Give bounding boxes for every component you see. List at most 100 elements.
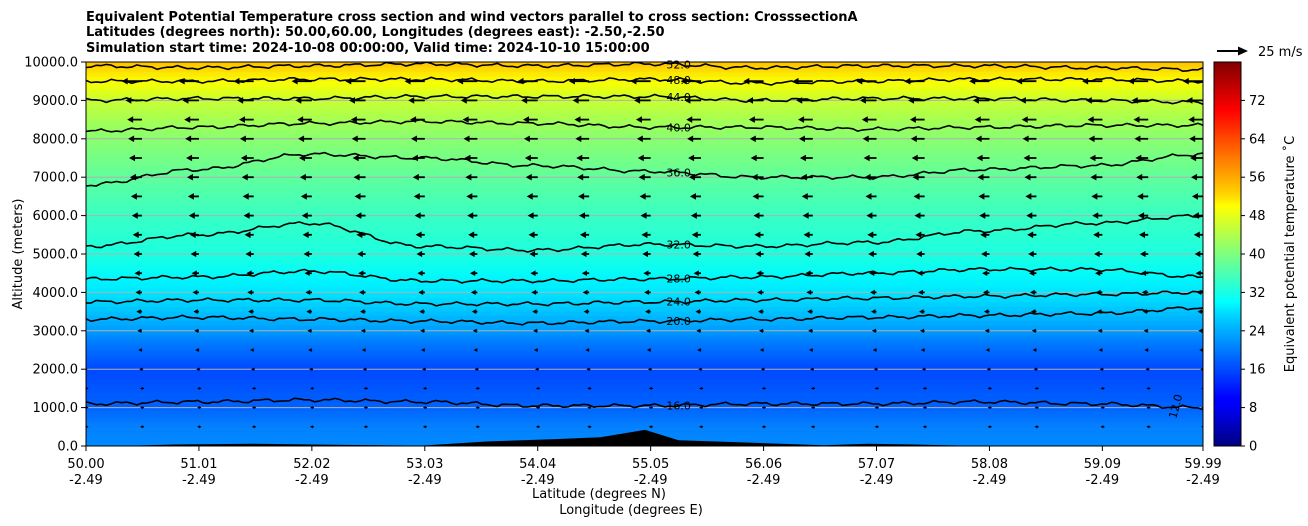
wind-vector-head: [1095, 289, 1101, 296]
contour-label: 40.0: [666, 121, 691, 134]
chart-title-line-2: Latitudes (degrees north): 50.00,60.00, …: [86, 25, 665, 40]
field-band: [86, 311, 1203, 317]
wind-vector-head: [419, 309, 424, 315]
field-band: [86, 268, 1203, 274]
field-band: [86, 90, 1203, 97]
wind-vector-head: [196, 367, 200, 371]
wind-vector-head: [470, 289, 476, 296]
wind-vector-head: [1022, 135, 1029, 143]
y-axis-label: Altitude (meters): [11, 199, 26, 310]
contour-line: [86, 62, 1203, 73]
field-band: [86, 234, 1203, 241]
wind-vector-head: [1029, 270, 1035, 277]
wind-vector-head: [1016, 77, 1023, 85]
wind-vector-head: [1096, 309, 1102, 315]
wind-vector-head: [865, 193, 872, 200]
contour-label: 16.0: [666, 399, 691, 412]
field-band: [86, 330, 1203, 337]
wind-vector-head: [756, 270, 762, 277]
wind-vector-head: [1143, 328, 1148, 333]
colorbar-tick-label: 48: [1249, 209, 1266, 224]
contour-line: [86, 76, 1203, 86]
wind-vector-head: [587, 386, 591, 390]
wind-vector-head: [648, 425, 652, 429]
field-band: [86, 95, 1203, 101]
wind-vector-head: [680, 77, 687, 85]
wind-vector-head: [410, 135, 417, 143]
y-tick-label: 3000.0: [33, 324, 79, 339]
wind-vector-head: [684, 97, 691, 104]
wind-vector-head: [801, 193, 808, 200]
field-band: [86, 158, 1203, 164]
wind-vector-head: [130, 193, 137, 200]
wind-vector-head: [1135, 154, 1142, 162]
x-tick-label-lon: -2.49: [182, 473, 216, 488]
wind-vector-head: [243, 212, 250, 219]
wind-vector-head: [761, 406, 765, 410]
wind-vector-head: [913, 193, 920, 200]
wind-vector-head: [233, 77, 240, 85]
wind-vector-head: [298, 154, 305, 162]
wind-vector-head: [420, 328, 425, 333]
field-bands: [86, 62, 1203, 446]
colorbar-tick-label: 56: [1249, 171, 1266, 186]
wind-vector-head: [867, 231, 874, 239]
wind-vector-head: [864, 173, 871, 181]
wind-vector-head: [759, 348, 764, 352]
wind-vector-head: [195, 348, 199, 352]
y-tick-label: 1000.0: [33, 401, 79, 416]
wind-vectors: [66, 77, 1203, 429]
contour-label: 20.0: [666, 315, 691, 328]
wind-vector-head: [134, 270, 140, 277]
wind-vector-head: [1191, 173, 1198, 181]
field-band: [86, 422, 1203, 428]
wind-vector-head: [464, 154, 471, 162]
field-band: [86, 138, 1203, 145]
wind-vector-head: [462, 116, 469, 123]
wind-vector-head: [356, 231, 363, 239]
wind-vector-head: [80, 309, 84, 314]
wind-vector-head: [363, 406, 367, 410]
field-band: [86, 273, 1203, 279]
x-axis-label-latitude: Latitude (degrees N): [532, 487, 666, 502]
wind-vector-head: [66, 78, 72, 85]
x-axis: 50.00-2.4951.01-2.4952.02-2.4953.03-2.49…: [67, 446, 1222, 488]
wind-vector-head: [872, 348, 877, 352]
wind-vector-head: [916, 250, 922, 258]
wind-vector-head: [578, 193, 585, 200]
field-band: [86, 182, 1203, 188]
wind-vector-head: [1019, 97, 1026, 104]
field-band: [86, 249, 1203, 255]
colorbar-tick-label: 16: [1249, 363, 1266, 378]
x-tick-label-lat: 51.01: [180, 457, 217, 472]
x-tick-label-lon: -2.49: [1086, 473, 1120, 488]
wind-vector-head: [751, 173, 758, 181]
wind-vector-head: [1137, 193, 1144, 200]
wind-vector-head: [1199, 348, 1203, 352]
wind-vector-head: [125, 97, 132, 104]
contour-label: 32.0: [666, 239, 691, 252]
field-band: [86, 287, 1203, 293]
wind-vector-head: [473, 348, 478, 352]
field-band: [86, 100, 1203, 106]
wind-vector-head: [750, 154, 757, 162]
wind-vector-head: [535, 425, 539, 429]
wind-vector-head: [806, 289, 812, 296]
wind-vector-head: [517, 77, 524, 85]
x-tick-label-lat: 50.00: [67, 457, 104, 472]
wind-vector-head: [640, 212, 647, 219]
contour-line: [86, 93, 1203, 105]
field-band: [86, 292, 1203, 298]
contour-label: 52.0: [666, 59, 691, 72]
wind-vector-head: [360, 309, 365, 315]
wind-vector-head: [291, 77, 298, 85]
wind-vector-head: [581, 270, 587, 277]
contour-label: 44.0: [666, 91, 691, 104]
wind-vector-head: [129, 173, 136, 181]
contour-line: [86, 306, 1203, 326]
field-band: [86, 119, 1203, 125]
wind-vector-head: [747, 97, 754, 104]
wind-vector-head: [980, 231, 987, 239]
wind-vector-head: [248, 309, 253, 315]
chart-title-line-3: Simulation start time: 2024-10-08 00:00:…: [86, 41, 650, 56]
